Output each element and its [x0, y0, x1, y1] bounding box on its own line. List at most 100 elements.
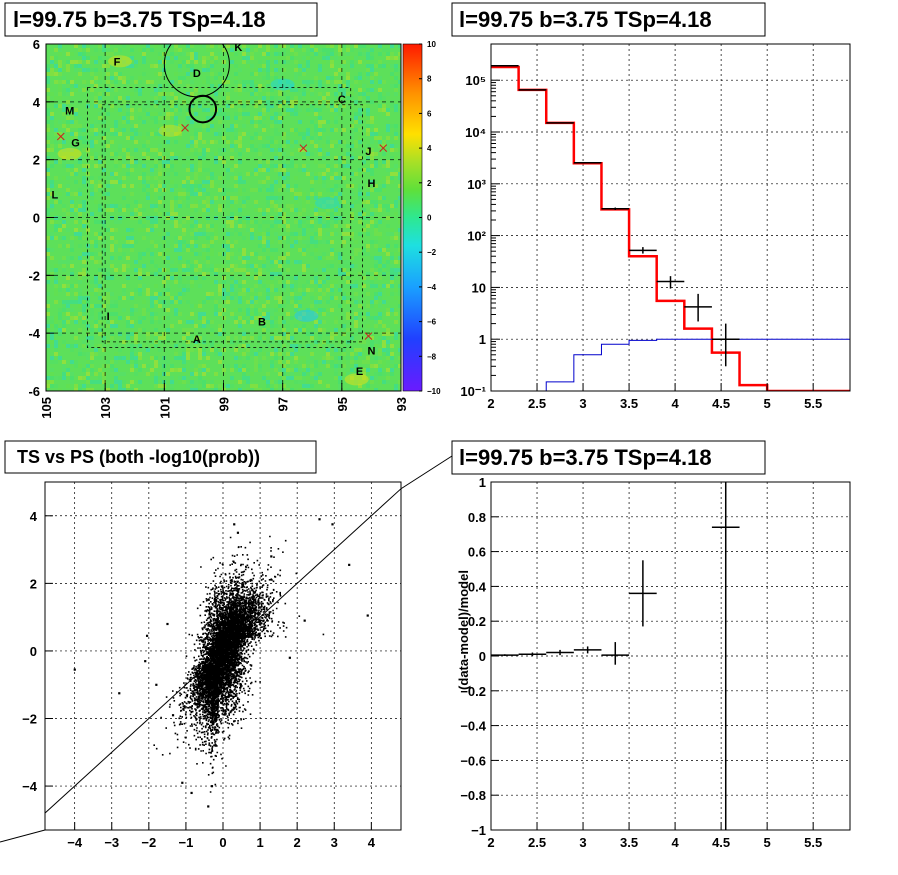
heatmap-cell — [282, 176, 286, 180]
heatmap-cell — [390, 344, 394, 348]
heatmap-cell — [270, 312, 274, 316]
heatmap-cell — [86, 352, 90, 356]
heatmap-cell — [46, 80, 50, 84]
heatmap-cell — [378, 316, 382, 320]
heatmap-cell — [370, 376, 374, 380]
heatmap-cell — [330, 288, 334, 292]
heatmap-cell — [202, 100, 206, 104]
heatmap-cell — [154, 188, 158, 192]
heatmap-cell — [266, 44, 270, 48]
heatmap-cell — [294, 376, 298, 380]
heatmap-cell — [394, 340, 398, 344]
heatmap-cell — [118, 156, 122, 160]
heatmap-cell — [90, 356, 94, 360]
heatmap-cell — [190, 252, 194, 256]
heatmap-cell — [166, 240, 170, 244]
heatmap-cell — [198, 232, 202, 236]
heatmap-cell — [150, 148, 154, 152]
heatmap-cell — [78, 48, 82, 52]
heatmap-cell — [386, 168, 390, 172]
heatmap-cell — [242, 348, 246, 352]
heatmap-cell — [198, 88, 202, 92]
heatmap-cell — [122, 80, 126, 84]
heatmap-cell — [194, 380, 198, 384]
heatmap-cell — [298, 108, 302, 112]
heatmap-cell — [170, 116, 174, 120]
heatmap-cell — [74, 384, 78, 388]
heatmap-cell — [86, 300, 90, 304]
heatmap-cell — [394, 336, 398, 340]
heatmap-cell — [290, 372, 294, 376]
heatmap-cell — [158, 104, 162, 108]
heatmap-cell — [54, 320, 58, 324]
histogram-ytick-label: 10² — [467, 229, 486, 244]
heatmap-cell — [170, 364, 174, 368]
heatmap-cell — [322, 240, 326, 244]
heatmap-cell — [254, 356, 258, 360]
heatmap-cell — [154, 312, 158, 316]
heatmap-cell — [78, 388, 82, 391]
heatmap-cell — [362, 336, 366, 340]
heatmap-cell — [330, 64, 334, 68]
heatmap-cell — [46, 180, 50, 184]
heatmap-cell — [346, 52, 350, 56]
heatmap-cell — [86, 220, 90, 224]
heatmap-cell — [286, 328, 290, 332]
heatmap-cell — [258, 68, 262, 72]
heatmap-cell — [386, 232, 390, 236]
heatmap-cell — [202, 336, 206, 340]
heatmap-cell — [234, 184, 238, 188]
heatmap-cell — [258, 84, 262, 88]
heatmap-cell — [70, 112, 74, 116]
heatmap-cell — [82, 88, 86, 92]
heatmap-cell — [254, 96, 258, 100]
heatmap-cell — [66, 276, 70, 280]
heatmap-cell — [282, 136, 286, 140]
heatmap-cell — [50, 72, 54, 76]
heatmap-cell — [358, 200, 362, 204]
heatmap-cell — [66, 260, 70, 264]
heatmap-cell — [274, 296, 278, 300]
heatmap-cell — [262, 256, 266, 260]
heatmap-cell — [350, 136, 354, 140]
heatmap-cell — [250, 300, 254, 304]
heatmap-cell — [374, 124, 378, 128]
heatmap-cell — [198, 364, 202, 368]
heatmap-cell — [174, 140, 178, 144]
heatmap-cell — [46, 148, 50, 152]
heatmap-cell — [194, 132, 198, 136]
heatmap-cell — [170, 208, 174, 212]
heatmap-cell — [258, 368, 262, 372]
heatmap-cell — [238, 108, 242, 112]
heatmap-cell — [270, 188, 274, 192]
heatmap-cell — [122, 292, 126, 296]
heatmap-cell — [258, 336, 262, 340]
heatmap-cell — [298, 236, 302, 240]
heatmap-cell — [66, 320, 70, 324]
heatmap-cell — [226, 256, 230, 260]
heatmap-cell — [394, 84, 398, 88]
heatmap-cell — [338, 380, 342, 384]
heatmap-cell — [130, 244, 134, 248]
heatmap-cell — [66, 304, 70, 308]
heatmap-cell — [94, 252, 98, 256]
sky-map-xtick-label: 103 — [98, 397, 113, 419]
colorbar-tick-label: 4 — [427, 144, 432, 153]
heatmap-cell — [374, 64, 378, 68]
heatmap-cell — [190, 120, 194, 124]
heatmap-cell — [222, 96, 226, 100]
heatmap-cell — [90, 372, 94, 376]
heatmap-cell — [210, 72, 214, 76]
heatmap-cell — [222, 184, 226, 188]
heatmap-cell — [382, 332, 386, 336]
heatmap-cell — [118, 108, 122, 112]
heatmap-cell — [374, 160, 378, 164]
heatmap-cell — [134, 124, 138, 128]
heatmap-cell — [106, 228, 110, 232]
heatmap-cell — [266, 240, 270, 244]
heatmap-cell — [110, 360, 114, 364]
heatmap-cell — [146, 80, 150, 84]
heatmap-cell — [134, 80, 138, 84]
heatmap-cell — [46, 108, 50, 112]
heatmap-cell — [78, 220, 82, 224]
